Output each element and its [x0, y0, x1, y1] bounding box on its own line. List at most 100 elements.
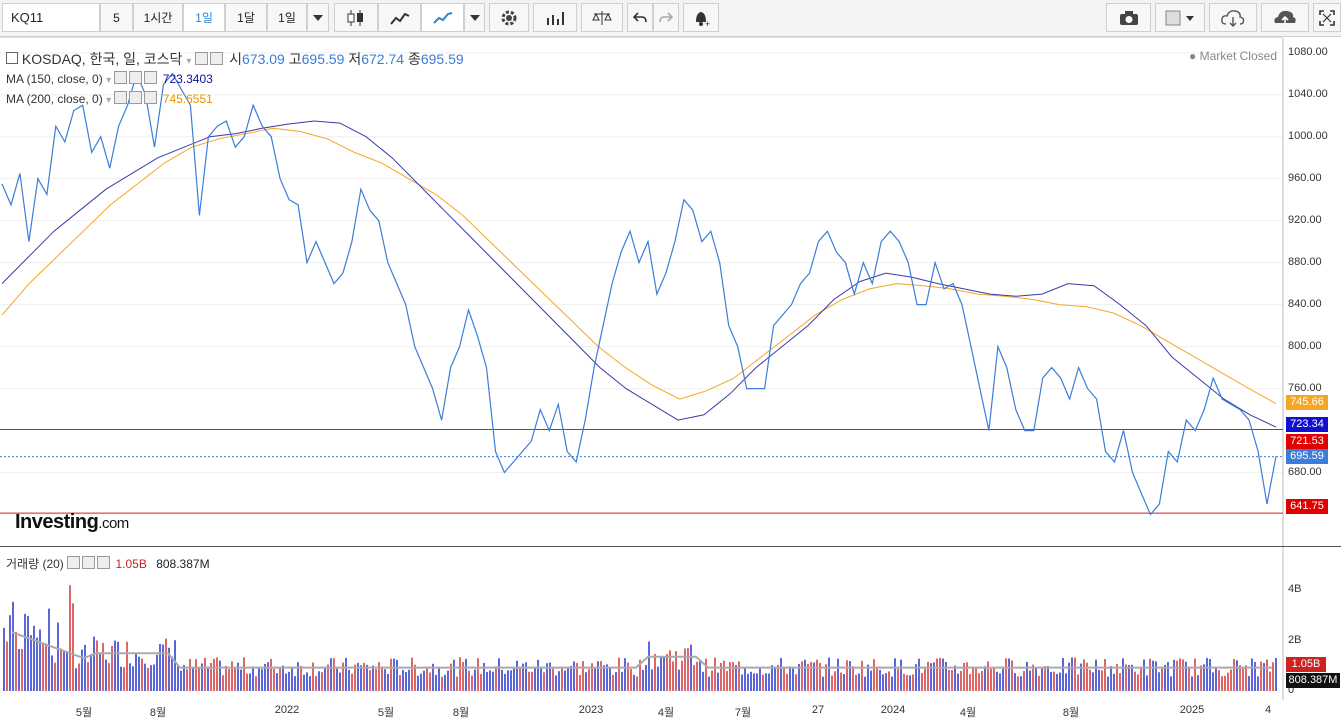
settings-icon[interactable] — [82, 556, 96, 569]
volume-bar — [705, 658, 707, 691]
volume-bar — [273, 668, 275, 691]
gear-icon[interactable] — [489, 3, 529, 32]
volume-bar — [1038, 675, 1040, 691]
volume-bar — [441, 676, 443, 691]
close-icon[interactable] — [97, 556, 111, 569]
ma150-line[interactable] — [1, 120, 1277, 428]
cloud-download-icon[interactable] — [1209, 3, 1257, 32]
volume-bar — [609, 667, 611, 691]
volume-bar — [429, 672, 431, 691]
settings-icon[interactable] — [129, 91, 143, 104]
eye-icon[interactable] — [67, 556, 81, 569]
cloud-upload-icon[interactable] — [1261, 3, 1309, 32]
interval-1m-button[interactable]: 1달 — [225, 3, 267, 32]
eye-icon[interactable] — [114, 91, 128, 104]
volume-bar — [903, 673, 905, 691]
volume-bar — [396, 659, 398, 691]
volume-bar — [321, 672, 323, 691]
volume-bar — [378, 662, 380, 691]
volume-bar — [846, 660, 848, 691]
volume-bar — [1086, 662, 1088, 691]
volume-bar — [39, 629, 41, 691]
volume-bar — [672, 661, 674, 691]
fullscreen-icon[interactable] — [1313, 3, 1341, 32]
chart-type-dropdown-icon[interactable] — [464, 3, 485, 32]
volume-bar — [474, 669, 476, 691]
volume-bar — [1266, 659, 1268, 691]
ma200-line[interactable] — [1, 127, 1277, 405]
volume-bar — [462, 662, 464, 691]
volume-bar — [1095, 659, 1097, 691]
volume-bar — [309, 676, 311, 691]
volume-bar — [1176, 660, 1178, 691]
volume-bar — [594, 668, 596, 691]
volume-bar — [912, 674, 914, 691]
volume-axis-2b: 2B — [1288, 634, 1302, 646]
volume-bar — [123, 667, 125, 691]
volume-bar — [78, 663, 80, 691]
grid — [0, 52, 1283, 474]
volume-bar — [1005, 658, 1007, 691]
time-axis-tick: 4월 — [959, 707, 977, 719]
volume-ma-value: 808.387M — [156, 557, 210, 571]
interval-dropdown[interactable]: 1일 — [267, 3, 307, 32]
close-icon[interactable] — [144, 71, 158, 84]
settings-icon[interactable] — [210, 52, 224, 65]
interval-1h-button[interactable]: 1시간 — [133, 3, 183, 32]
settings-icon[interactable] — [129, 71, 143, 84]
volume-bar — [513, 668, 515, 691]
volume-bar — [6, 641, 8, 691]
volume-bar — [930, 663, 932, 691]
volume-bar — [1218, 670, 1220, 691]
eye-icon[interactable] — [195, 52, 209, 65]
volume-bar — [762, 674, 764, 691]
volume-bar — [1251, 658, 1253, 691]
volume-value-tag: 1.05B — [1286, 657, 1326, 672]
volume-bar — [795, 674, 797, 691]
volume-bar — [75, 668, 77, 691]
compare-scale-icon[interactable] — [581, 3, 623, 32]
volume-bar — [999, 673, 1001, 691]
volume-bar — [276, 673, 278, 691]
volume-bar — [786, 673, 788, 691]
indicators-icon[interactable] — [533, 3, 577, 32]
open-value: 673.09 — [242, 51, 285, 67]
eye-icon[interactable] — [114, 71, 128, 84]
symbol-input[interactable]: KQ11 — [2, 3, 100, 32]
title-dropdown-icon[interactable]: ▾ — [186, 56, 192, 67]
close-icon[interactable] — [144, 91, 158, 104]
low-value: 672.74 — [361, 51, 405, 67]
interval-5-button[interactable]: 5 — [100, 3, 133, 32]
volume-bar — [936, 658, 938, 691]
volume-bar — [522, 663, 524, 691]
redo-icon[interactable] — [653, 3, 679, 32]
volume-bar — [537, 659, 539, 691]
ma150-dropdown-icon[interactable]: ▾ — [106, 75, 112, 86]
ma200-dropdown-icon[interactable]: ▾ — [106, 95, 112, 106]
candlestick-icon[interactable] — [334, 3, 378, 32]
volume-bar — [402, 669, 404, 691]
price-line[interactable] — [1, 71, 1277, 516]
chevron-down-icon[interactable] — [307, 3, 329, 32]
line-chart-icon[interactable] — [421, 3, 464, 32]
volume-bar — [1134, 671, 1136, 691]
area-chart-icon[interactable] — [378, 3, 421, 32]
undo-icon[interactable] — [627, 3, 653, 32]
volume-bar — [669, 650, 671, 691]
volume-bar — [45, 644, 47, 691]
interval-1d-button[interactable]: 1일 — [183, 3, 225, 32]
volume-bar — [1053, 671, 1055, 691]
volume-bar — [369, 670, 371, 691]
volume-bar — [96, 640, 98, 691]
color-picker-icon[interactable] — [1155, 3, 1205, 32]
alert-bell-icon[interactable]: + — [683, 3, 719, 32]
volume-bar — [708, 676, 710, 691]
camera-icon[interactable] — [1106, 3, 1151, 32]
volume-bar — [552, 667, 554, 691]
volume-bar — [684, 648, 686, 691]
volume-bar — [924, 668, 926, 691]
volume-bar — [741, 674, 743, 691]
collapse-icon[interactable] — [6, 52, 18, 64]
volume-bar — [1089, 669, 1091, 691]
